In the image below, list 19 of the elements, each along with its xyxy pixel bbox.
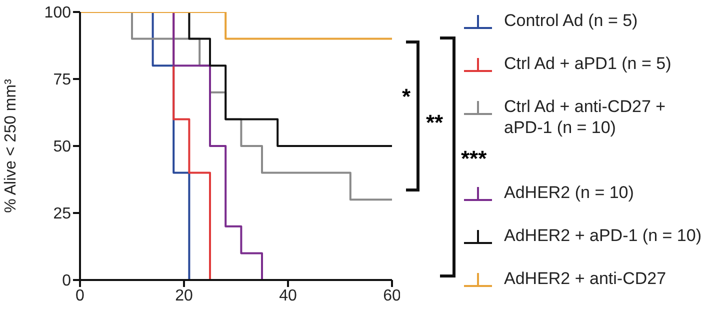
- y-axis-title: % Alive < 250 mm³: [2, 78, 20, 213]
- y-tick-label: 50: [53, 138, 72, 156]
- y-tick-label: 100: [44, 4, 72, 22]
- legend-label: Ctrl Ad + anti-CD27 + aPD-1 (n = 10): [504, 96, 667, 138]
- y-tick-label: 25: [53, 206, 72, 223]
- legend-label: AdHER2 (n = 10): [504, 182, 635, 203]
- text: *: [402, 84, 411, 110]
- text: ***: [461, 146, 487, 172]
- x-tick-label: 0: [76, 287, 85, 304]
- x-tick-label: 40: [279, 287, 297, 304]
- x-tick-label: 20: [175, 287, 193, 304]
- y-tick-label: 75: [53, 72, 72, 89]
- legend-label: Ctrl Ad + aPD1 (n = 5): [504, 53, 672, 74]
- legend-label: AdHER2 + aPD-1 (n = 10): [504, 225, 702, 246]
- y-tick-label: 0: [62, 272, 72, 290]
- legend-label: AdHER2 + anti-CD27: [504, 268, 668, 289]
- text: **: [426, 110, 444, 136]
- x-tick-label: 60: [383, 287, 401, 304]
- legend-label: Control Ad (n = 5): [504, 10, 639, 31]
